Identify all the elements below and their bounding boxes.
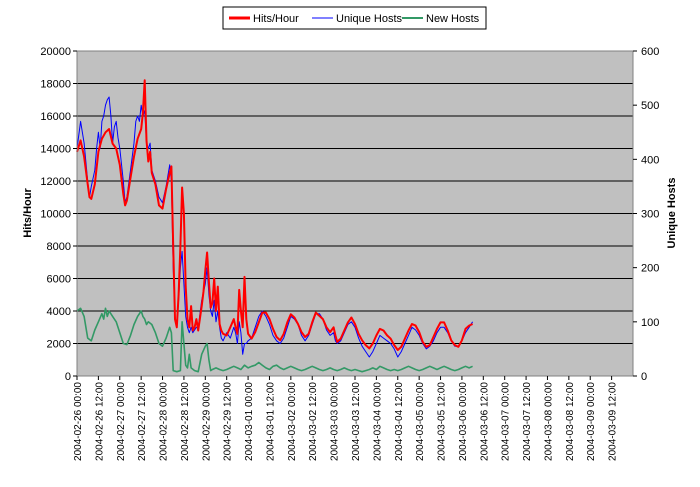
left-tick-label: 0 <box>65 371 71 383</box>
left-tick-label: 8000 <box>47 241 71 253</box>
x-tick-label: 2004-03-01 00:00 <box>244 382 255 461</box>
x-tick-label: 2004-03-03 00:00 <box>330 382 341 461</box>
left-tick-label: 14000 <box>40 144 71 156</box>
right-axis-title: Unique Hosts <box>666 178 678 249</box>
x-tick-label: 2004-03-02 12:00 <box>308 382 319 461</box>
series-line-new-hosts <box>76 307 473 373</box>
x-tick-label: 2004-02-26 12:00 <box>94 382 105 461</box>
right-axis-ticks: 0 100 200 300 400 500 600 <box>633 46 659 383</box>
right-tick-label: 300 <box>641 209 659 221</box>
left-axis-ticks: 0 2000 4000 6000 8000 10000 12000 14000 16000 180… <box>40 46 77 383</box>
left-tick-label: 6000 <box>47 274 71 286</box>
x-tick-label: 2004-03-06 00:00 <box>458 382 469 461</box>
x-tick-label: 2004-02-28 00:00 <box>159 382 170 461</box>
legend-label-hits: Hits/Hour <box>253 13 299 25</box>
x-tick-label: 2004-03-04 12:00 <box>394 382 405 461</box>
series-layer <box>76 79 474 373</box>
series-line-unique-hosts <box>76 96 474 358</box>
legend: Hits/Hour Unique Hosts New Hosts <box>222 6 487 30</box>
x-tick-label: 2004-02-28 12:00 <box>180 382 191 461</box>
x-tick-label: 2004-03-07 00:00 <box>501 382 512 461</box>
left-tick-label: 2000 <box>47 339 71 351</box>
right-tick-label: 500 <box>641 100 659 112</box>
left-axis-title: Hits/Hour <box>22 188 34 238</box>
x-tick-label: 2004-03-02 00:00 <box>287 382 298 461</box>
left-tick-label: 10000 <box>40 209 71 221</box>
right-tick-label: 400 <box>641 154 659 166</box>
x-tick-label: 2004-03-05 12:00 <box>437 382 448 461</box>
legend-label-new-hosts: New Hosts <box>426 13 480 25</box>
right-tick-label: 200 <box>641 263 659 275</box>
left-tick-label: 12000 <box>40 176 71 188</box>
legend-label-unique-hosts: Unique Hosts <box>336 13 403 25</box>
gridlines <box>77 83 633 344</box>
x-tick-label: 2004-03-05 00:00 <box>415 382 426 461</box>
left-tick-label: 16000 <box>40 111 71 123</box>
x-axis-ticks: 2004-02-26 00:00 2004-02-26 12:00 2004-02-… <box>73 376 619 461</box>
x-tick-label: 2004-02-29 12:00 <box>223 382 234 461</box>
right-tick-label: 100 <box>641 317 659 329</box>
x-tick-label: 2004-02-27 12:00 <box>137 382 148 461</box>
x-tick-label: 2004-03-01 12:00 <box>265 382 276 461</box>
right-tick-label: 0 <box>641 371 647 383</box>
x-tick-label: 2004-03-04 00:00 <box>372 382 383 461</box>
x-tick-label: 2004-03-09 12:00 <box>608 382 619 461</box>
legend-box <box>222 6 487 30</box>
x-tick-label: 2004-02-27 00:00 <box>116 382 127 461</box>
series-line-hits-hour <box>76 79 474 351</box>
x-tick-label: 2004-02-29 00:00 <box>201 382 212 461</box>
x-tick-label: 2004-02-26 00:00 <box>73 382 84 461</box>
x-tick-label: 2004-03-06 12:00 <box>479 382 490 461</box>
left-tick-label: 18000 <box>40 79 71 91</box>
left-tick-label: 4000 <box>47 306 71 318</box>
right-tick-label: 600 <box>641 46 659 58</box>
x-tick-label: 2004-03-08 00:00 <box>543 382 554 461</box>
x-tick-label: 2004-03-03 12:00 <box>351 382 362 461</box>
x-tick-label: 2004-03-08 12:00 <box>565 382 576 461</box>
left-tick-label: 20000 <box>40 46 71 58</box>
x-tick-label: 2004-03-07 12:00 <box>522 382 533 461</box>
x-tick-label: 2004-03-09 00:00 <box>586 382 597 461</box>
